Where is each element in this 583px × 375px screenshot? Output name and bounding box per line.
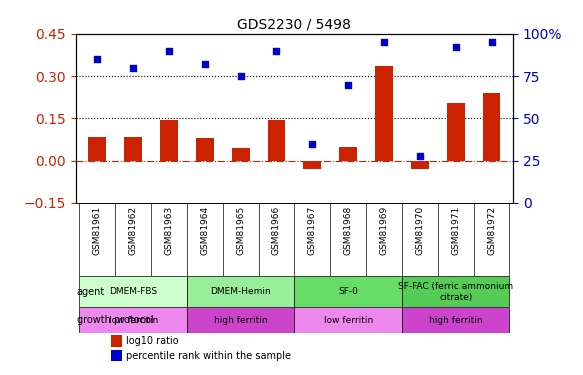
Point bbox=[380, 39, 389, 45]
Bar bbox=[268, 120, 286, 160]
FancyArrow shape bbox=[82, 316, 93, 324]
Text: GSM81971: GSM81971 bbox=[451, 206, 460, 255]
Point bbox=[128, 64, 138, 70]
Text: GSM81969: GSM81969 bbox=[380, 206, 388, 255]
Text: GSM81962: GSM81962 bbox=[129, 206, 138, 255]
Title: GDS2230 / 5498: GDS2230 / 5498 bbox=[237, 17, 352, 31]
Bar bbox=[111, 350, 122, 361]
Text: GSM81965: GSM81965 bbox=[236, 206, 245, 255]
Point bbox=[272, 48, 281, 54]
Point bbox=[451, 44, 461, 50]
Text: log10 ratio: log10 ratio bbox=[126, 336, 179, 346]
Text: GSM81970: GSM81970 bbox=[415, 206, 424, 255]
Bar bbox=[375, 66, 393, 160]
Point bbox=[93, 56, 102, 62]
Point bbox=[164, 48, 174, 54]
Bar bbox=[402, 308, 510, 333]
Bar bbox=[187, 276, 294, 308]
Text: SF-0: SF-0 bbox=[338, 287, 358, 296]
Bar bbox=[402, 276, 510, 308]
Bar bbox=[79, 308, 187, 333]
Point bbox=[236, 73, 245, 79]
Text: GSM81972: GSM81972 bbox=[487, 206, 496, 255]
Text: growth protocol: growth protocol bbox=[77, 315, 153, 325]
Point bbox=[343, 81, 353, 87]
Text: high ferritin: high ferritin bbox=[429, 315, 483, 324]
Point bbox=[200, 61, 209, 67]
FancyArrow shape bbox=[82, 286, 93, 297]
Bar bbox=[89, 137, 106, 160]
Bar bbox=[160, 120, 178, 160]
Text: GSM81963: GSM81963 bbox=[164, 206, 174, 255]
Bar bbox=[411, 160, 429, 169]
Point bbox=[487, 39, 496, 45]
Bar bbox=[294, 308, 402, 333]
Text: high ferritin: high ferritin bbox=[214, 315, 268, 324]
Bar bbox=[483, 93, 500, 160]
Text: GSM81964: GSM81964 bbox=[201, 206, 209, 255]
Bar bbox=[111, 335, 122, 346]
Text: DMEM-Hemin: DMEM-Hemin bbox=[210, 287, 271, 296]
Text: GSM81961: GSM81961 bbox=[93, 206, 102, 255]
Text: agent: agent bbox=[77, 287, 105, 297]
Text: GSM81968: GSM81968 bbox=[343, 206, 353, 255]
Point bbox=[308, 141, 317, 147]
Text: DMEM-FBS: DMEM-FBS bbox=[109, 287, 157, 296]
Text: GSM81966: GSM81966 bbox=[272, 206, 281, 255]
Bar bbox=[447, 103, 465, 160]
Text: GSM81967: GSM81967 bbox=[308, 206, 317, 255]
Bar bbox=[294, 276, 402, 308]
Point bbox=[415, 153, 424, 159]
Bar bbox=[196, 138, 214, 160]
Bar bbox=[187, 308, 294, 333]
Text: low ferritin: low ferritin bbox=[324, 315, 373, 324]
Bar bbox=[339, 147, 357, 160]
Text: percentile rank within the sample: percentile rank within the sample bbox=[126, 351, 291, 361]
Text: SF-FAC (ferric ammonium
citrate): SF-FAC (ferric ammonium citrate) bbox=[398, 282, 513, 302]
Text: low ferritin: low ferritin bbox=[108, 315, 158, 324]
Bar bbox=[303, 160, 321, 169]
Bar bbox=[79, 276, 187, 308]
Bar bbox=[124, 137, 142, 160]
Bar bbox=[231, 148, 250, 160]
